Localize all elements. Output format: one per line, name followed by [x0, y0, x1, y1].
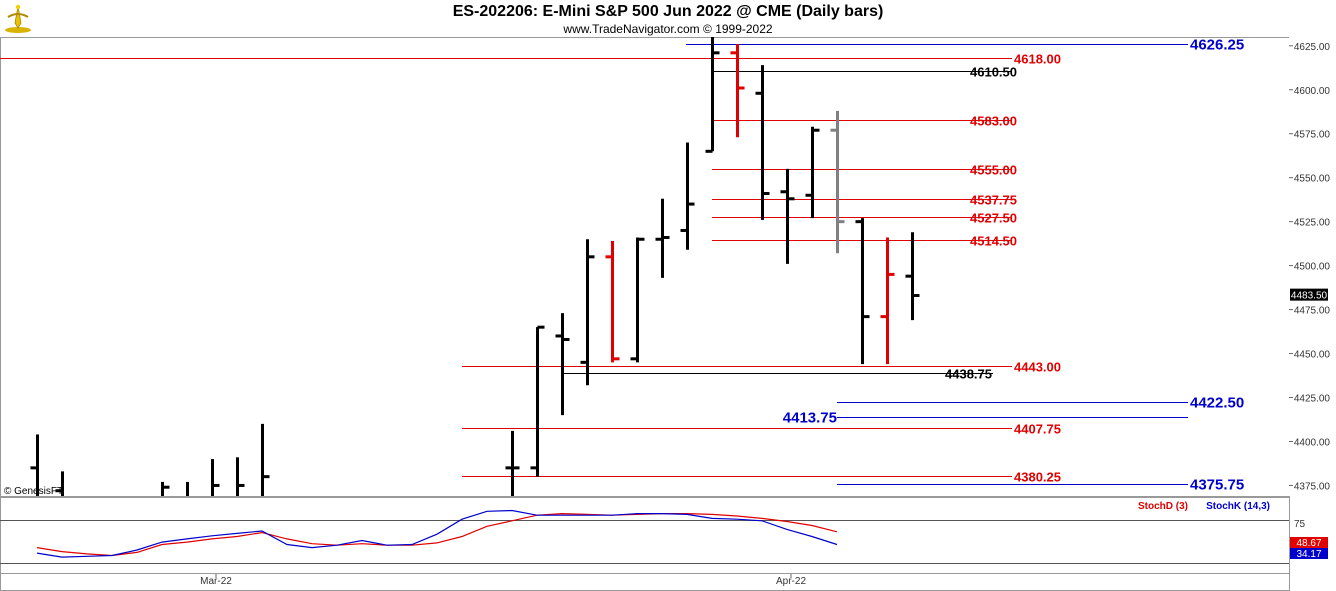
- last-price-label: 4483.50: [1291, 291, 1328, 302]
- stoch-tick-label: 75: [1294, 519, 1306, 530]
- level-label: 4537.75: [970, 193, 1017, 208]
- ohlc-bars: [30, 37, 920, 496]
- y-tick-label: 4400.00: [1294, 437, 1331, 448]
- ohlc-bar: [505, 430, 520, 496]
- level-label: 4422.50: [1190, 395, 1244, 412]
- level-label: 4380.25: [1014, 470, 1061, 485]
- level-label: 4555.00: [970, 163, 1017, 178]
- level-label: 4438.75: [945, 367, 992, 382]
- ohlc-bar: [780, 168, 795, 264]
- stoch-k-last-marker: [1290, 548, 1328, 559]
- stoch-k-last-label: 34.17: [1296, 549, 1321, 560]
- stoch-k-legend: StochK (14,3): [1206, 501, 1270, 512]
- level-label: 4413.75: [783, 410, 837, 427]
- ohlc-bar: [630, 237, 645, 363]
- level-label: 4375.75: [1190, 477, 1244, 494]
- ohlc-bar: [55, 471, 64, 496]
- y-tick-label: 4500.00: [1294, 262, 1331, 273]
- price-axis: 4625.00 4600.00 4575.00 4550.00 4525.00 4500.…: [1289, 42, 1331, 492]
- chart-header: ES-202206: E-Mini S&P 500 Jun 2022 @ CME…: [0, 0, 1336, 37]
- stoch-d-legend: StochD (3): [1138, 501, 1188, 512]
- stoch-d-line: [36, 512, 838, 557]
- ohlc-bar: [705, 37, 720, 153]
- level-label: 4610.50: [970, 65, 1017, 80]
- y-tick-label: 4550.00: [1294, 174, 1331, 185]
- ohlc-bar: [161, 481, 170, 496]
- price-panel-frame: © GenesisFT: [0, 37, 1336, 497]
- x-tick-label: Mar-22: [200, 576, 232, 587]
- ohlc-bar: [211, 459, 220, 496]
- ohlc-bar: [855, 218, 870, 365]
- axis-background: [1289, 37, 1336, 496]
- y-tick-label: 4475.00: [1294, 306, 1331, 317]
- ohlc-bar: [605, 241, 620, 363]
- ohlc-bar: [530, 325, 545, 477]
- ohlc-bar: [830, 110, 845, 254]
- y-tick-label: 4425.00: [1294, 394, 1331, 405]
- level-label: 4583.00: [970, 114, 1017, 129]
- level-label: 4514.50: [970, 234, 1017, 249]
- date-axis: Mar-22 Apr-22: [0, 573, 1290, 591]
- ohlc-bar: [905, 232, 920, 321]
- level-label: 4443.00: [1014, 360, 1061, 375]
- ohlc-bar: [805, 126, 820, 219]
- stoch-k-line: [36, 509, 838, 558]
- ohlc-bar: [655, 198, 670, 278]
- stoch-d-last-label: 48.67: [1296, 538, 1321, 549]
- level-label: 4618.00: [1014, 52, 1061, 67]
- stoch-d-last-marker: [1290, 537, 1328, 548]
- stoch-panel-border: [0, 497, 1290, 574]
- y-tick-label: 4375.00: [1294, 481, 1331, 492]
- chart-subtitle: www.TradeNavigator.com © 1999-2022: [563, 22, 773, 36]
- date-axis-frame: [0, 573, 1290, 591]
- y-tick-label: 4450.00: [1294, 350, 1331, 361]
- last-price-marker: [1290, 288, 1328, 301]
- y-tick-label: 4600.00: [1294, 86, 1331, 97]
- level-label: 4407.75: [1014, 422, 1061, 437]
- ohlc-bar: [30, 434, 39, 496]
- ohlc-bar: [555, 313, 570, 416]
- watermark-text: © GenesisFT: [4, 486, 63, 497]
- trade-navigator-logo-icon: [5, 4, 31, 33]
- x-tick-label: Apr-22: [776, 576, 806, 587]
- level-label: 4626.25: [1190, 37, 1244, 54]
- ohlc-bar: [261, 423, 270, 496]
- ohlc-bar: [880, 237, 895, 365]
- y-tick-label: 4575.00: [1294, 130, 1331, 141]
- ohlc-bar: [680, 142, 695, 250]
- y-tick-label: 4625.00: [1294, 42, 1331, 53]
- chart-title: ES-202206: E-Mini S&P 500 Jun 2022 @ CME…: [452, 3, 884, 20]
- y-tick-label: 4525.00: [1294, 218, 1331, 229]
- ohlc-bar: [730, 44, 745, 138]
- level-label: 4527.50: [970, 211, 1017, 226]
- ohlc-bar: [580, 239, 595, 386]
- ohlc-bar: [236, 457, 245, 496]
- ohlc-bar: [755, 65, 770, 220]
